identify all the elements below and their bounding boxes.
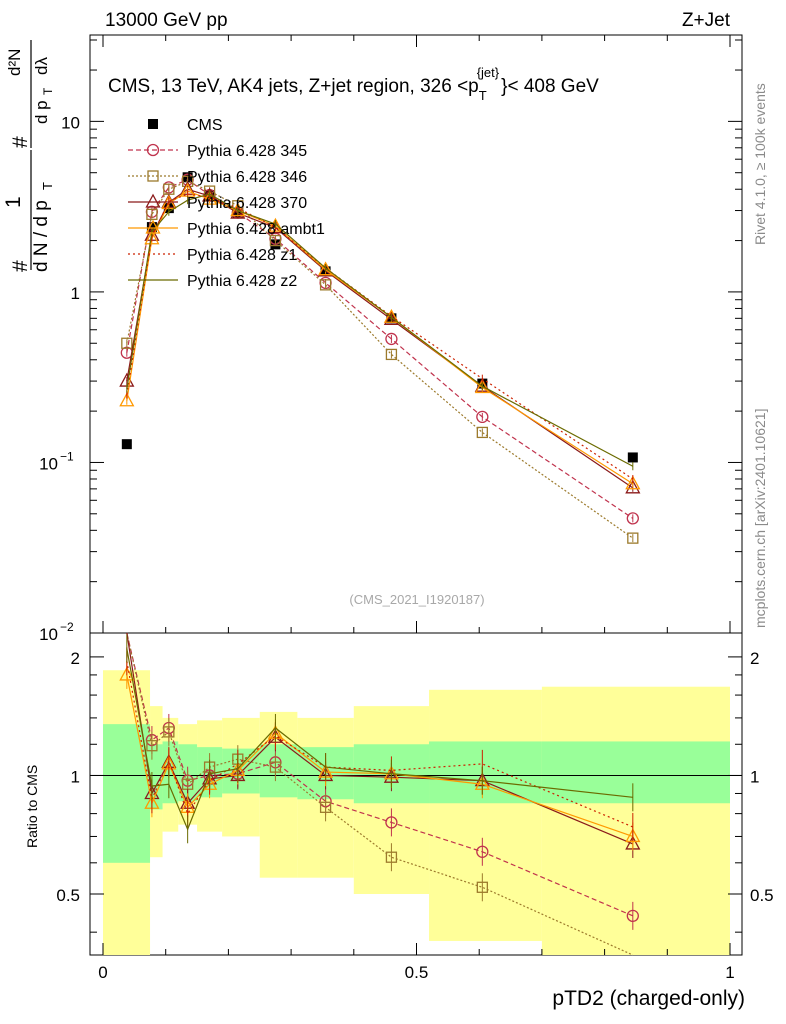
legend-label-pythia-6-428-z1: Pythia 6.428 z1 (187, 247, 297, 264)
point-pythia-6-428-370 (625, 479, 641, 494)
legend: CMS Pythia 6.428 345 Pythia 6.428 346 Pythi… (128, 117, 325, 290)
ratio-point-pythia-6-428-ambt1 (625, 828, 641, 843)
point-pythia-6-428-ambt1 (625, 475, 641, 490)
ratio-point-pythia-6-428-346 (319, 801, 332, 813)
point-pythia-6-428-ambt1 (144, 230, 160, 245)
x-tick-label: 0 (98, 963, 107, 982)
main-series-group (119, 172, 641, 544)
y-tick-label: 10 (39, 454, 58, 473)
green-band-bin (222, 748, 260, 794)
point-pythia-6-428-ambt1 (383, 308, 400, 323)
ratio-uncertainty-bands (103, 670, 730, 955)
chart-title: CMS, 13 TeV, AK4 jets, Z+jet region, 326… (108, 65, 599, 103)
point-cms (627, 452, 638, 463)
y-tick-exponent: −2 (60, 620, 74, 634)
ratio-point-pythia-6-428-346 (146, 740, 158, 752)
x-tick-label: 0.5 (405, 963, 429, 982)
svg-text:d²N: d²N (5, 49, 24, 76)
ratio-point-pythia-6-428-346 (163, 726, 175, 738)
point-pythia-6-428-ambt1 (119, 392, 135, 407)
svg-text:#: # (9, 136, 32, 148)
green-band-bin (429, 741, 542, 804)
ratio-tick-label-left: 1 (71, 767, 80, 786)
ratio-tick-label-right: 1 (750, 767, 759, 786)
ratio-tick-label-right: 0.5 (750, 886, 774, 905)
svg-text:#: # (9, 260, 32, 272)
point-pythia-6-428-ambt1 (474, 379, 490, 394)
legend-marker-cms (148, 119, 158, 129)
point-pythia-6-428-346 (385, 348, 398, 361)
point-pythia-6-428-345 (385, 332, 398, 346)
ratio-point-pythia-6-428-346 (385, 851, 398, 863)
legend-label-cms: CMS (187, 117, 223, 134)
ratio-series-group (119, 632, 641, 956)
point-pythia-6-428-ambt1 (317, 261, 334, 276)
legend-marker-pythia-6-428-345 (146, 143, 160, 157)
mcplots-label: mcplots.cern.ch [arXiv:2401.10621] (752, 409, 768, 628)
header-right: Z+Jet (682, 10, 731, 31)
yellow-band-bin (429, 689, 542, 941)
green-band-bin (103, 724, 151, 863)
legend-marker-pythia-6-428-ambt1 (145, 219, 161, 234)
y-tick-exponent: −1 (60, 449, 74, 463)
ratio-tick-label-right: 2 (750, 649, 759, 668)
point-pythia-6-428-ambt1 (201, 190, 218, 205)
y-tick-label: 10 (39, 625, 58, 644)
ratio-point-pythia-6-428-346 (476, 881, 488, 893)
legend-marker-pythia-6-428-370 (145, 193, 161, 208)
series-line-pythia-6-428-345 (126, 179, 634, 519)
svg-text:dλ: dλ (32, 57, 51, 75)
yellow-band-bin (541, 686, 730, 955)
point-pythia-6-428-346 (627, 532, 639, 544)
legend-label-pythia-6-428-345: Pythia 6.428 345 (187, 143, 307, 160)
ratio-point-pythia-6-428-346 (181, 778, 194, 790)
point-pythia-6-428-346 (269, 234, 282, 247)
point-pythia-6-428-346 (476, 426, 488, 439)
legend-label-pythia-6-428-346: Pythia 6.428 346 (187, 169, 307, 186)
ratio-tick-label-left: 2 (71, 649, 80, 668)
ratio-point-pythia-6-428-345 (476, 845, 489, 858)
green-band-bin (162, 741, 179, 804)
legend-marker-pythia-6-428-346 (147, 170, 159, 182)
header-left: 13000 GeV pp (105, 10, 228, 31)
point-pythia-6-428-346 (121, 337, 133, 349)
point-pythia-6-428-370 (383, 311, 400, 326)
ratio-point-pythia-6-428-345 (626, 909, 639, 923)
svg-text:T: T (41, 87, 55, 95)
point-pythia-6-428-346 (146, 208, 158, 220)
ratio-tick-label-left: 0.5 (56, 886, 80, 905)
point-pythia-6-428-345 (626, 512, 639, 525)
point-pythia-6-428-345 (476, 410, 489, 424)
green-band-bin (259, 744, 298, 798)
ratio-point-pythia-6-428-345 (385, 816, 398, 829)
ratio-point-pythia-6-428-ambt1 (119, 666, 135, 681)
point-pythia-6-428-346 (319, 279, 332, 291)
svg-text:d p: d p (32, 100, 51, 124)
legend-label-pythia-6-428-z2: Pythia 6.428 z2 (187, 273, 297, 290)
svg-text:T: T (40, 182, 55, 190)
y-axis-label-ratio: Ratio to CMS (24, 765, 40, 848)
green-band-bin (541, 741, 730, 804)
svg-text:1: 1 (2, 196, 25, 208)
y-axis-label-top: # 1 d N / d p T # d²N d p T dλ (2, 40, 55, 272)
svg-text:d N / d p: d N / d p (31, 200, 52, 272)
y-tick-label: 10 (61, 113, 80, 132)
analysis-watermark: (CMS_2021_I1920187) (349, 592, 484, 607)
rivet-label: Rivet 4.1.0, ≥ 100k events (752, 83, 768, 245)
legend-label-pythia-6-428-370: Pythia 6.428 370 (187, 195, 307, 212)
point-cms (121, 439, 132, 450)
y-tick-label: 1 (71, 284, 80, 303)
x-axis-label: pTD2 (charged-only) (552, 987, 745, 1010)
legend-label-pythia-6-428-ambt1: Pythia 6.428 ambt1 (187, 221, 325, 238)
x-tick-label: 1 (725, 963, 734, 982)
ratio-point-pythia-6-428-346 (269, 761, 282, 773)
green-band-bin (150, 744, 163, 810)
